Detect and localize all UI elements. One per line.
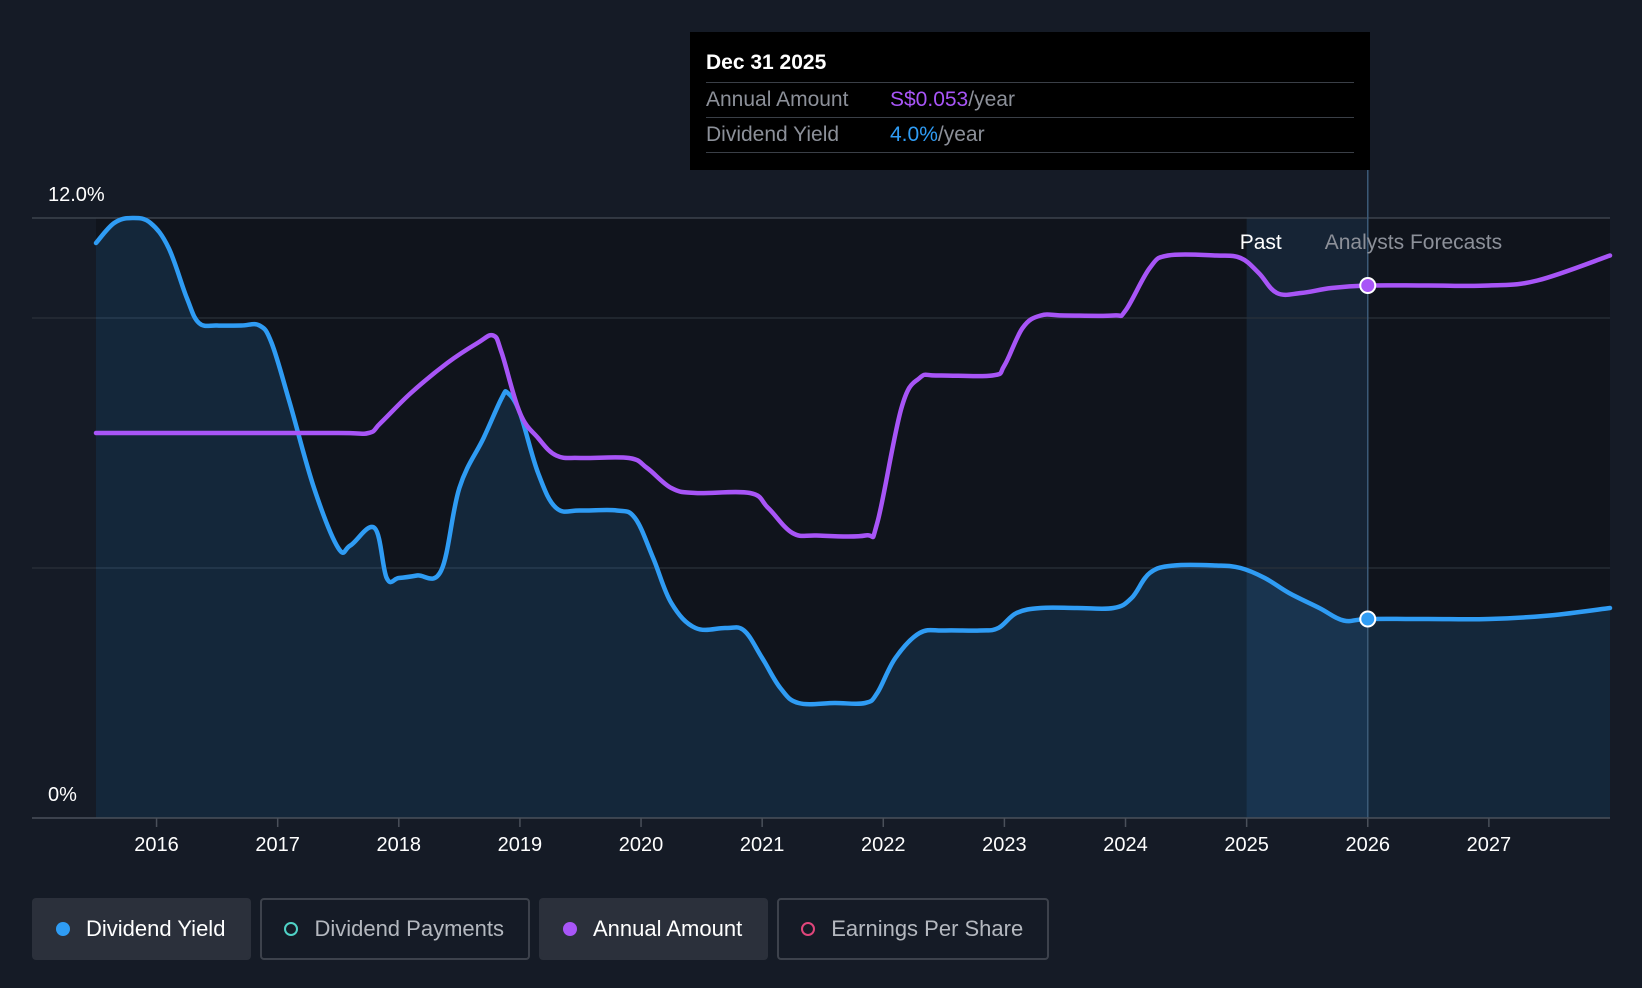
x-tick-label: 2024 bbox=[1103, 834, 1148, 856]
legend-label: Annual Amount bbox=[592, 916, 743, 941]
x-tick-label: 2020 bbox=[619, 834, 664, 856]
legend-dot-icon bbox=[56, 922, 70, 936]
dividend-yield-marker[interactable] bbox=[1359, 610, 1377, 628]
tooltip-value: S$0.053 bbox=[890, 88, 969, 111]
legend-label: Earnings Per Share bbox=[831, 916, 1024, 941]
x-tick-label: 2018 bbox=[377, 834, 422, 856]
legend-annual-amount[interactable]: Annual Amount bbox=[538, 898, 769, 960]
legend-label: Dividend Yield bbox=[86, 916, 226, 941]
annual-amount-line bbox=[93, 252, 1613, 540]
tooltip-row-annual-amount: Annual Amount S$0.053 /year bbox=[706, 83, 1354, 118]
legend-label: Dividend Payments bbox=[314, 916, 504, 941]
legend: Dividend Yield Dividend Payments Annual … bbox=[32, 898, 1050, 960]
legend-earnings-per-share[interactable]: Earnings Per Share bbox=[777, 898, 1050, 960]
x-tick-label: 2017 bbox=[255, 834, 300, 856]
tooltip-row-dividend-yield: Dividend Yield 4.0% /year bbox=[706, 118, 1354, 153]
tooltip-unit: /year bbox=[937, 123, 985, 146]
x-tick-label: 2026 bbox=[1346, 834, 1391, 856]
x-tick-label: 2019 bbox=[498, 834, 543, 856]
tooltip-value: 4.0% bbox=[890, 123, 938, 146]
legend-dividend-yield[interactable]: Dividend Yield bbox=[32, 898, 252, 960]
past-label: Past bbox=[1240, 231, 1282, 254]
dividend-yield-line bbox=[93, 215, 1613, 707]
tooltip: Dec 31 2025 Annual Amount S$0.053 /year … bbox=[690, 32, 1370, 170]
x-axis-ticks: 2016 2017 2018 2019 2020 2021 2022 2023 2024 2025… bbox=[134, 818, 1511, 856]
annual-amount-marker[interactable] bbox=[1359, 277, 1377, 294]
analysts-forecasts-label: Analysts Forecasts bbox=[1325, 231, 1502, 254]
y-tick-label-min: 0% bbox=[48, 784, 77, 806]
y-tick-label-max: 12.0% bbox=[48, 184, 105, 206]
legend-dot-icon bbox=[562, 922, 577, 936]
legend-dot-icon bbox=[801, 922, 816, 936]
tooltip-date: Dec 31 2025 bbox=[706, 48, 1354, 83]
tooltip-label: Annual Amount bbox=[706, 88, 849, 111]
x-tick-label: 2022 bbox=[861, 834, 906, 856]
x-tick-label: 2021 bbox=[740, 834, 785, 856]
legend-dividend-payments[interactable]: Dividend Payments bbox=[260, 898, 530, 960]
grid-lines bbox=[32, 217, 1610, 569]
legend-dot-icon bbox=[284, 922, 299, 936]
x-tick-label: 2025 bbox=[1224, 834, 1269, 856]
x-tick-label: 2016 bbox=[134, 834, 179, 856]
x-tick-label: 2027 bbox=[1467, 834, 1512, 856]
dividend-yield-area bbox=[96, 217, 1610, 818]
x-tick-label: 2023 bbox=[982, 834, 1027, 856]
tooltip-unit: /year bbox=[968, 88, 1015, 111]
tooltip-label: Dividend Yield bbox=[706, 123, 840, 146]
